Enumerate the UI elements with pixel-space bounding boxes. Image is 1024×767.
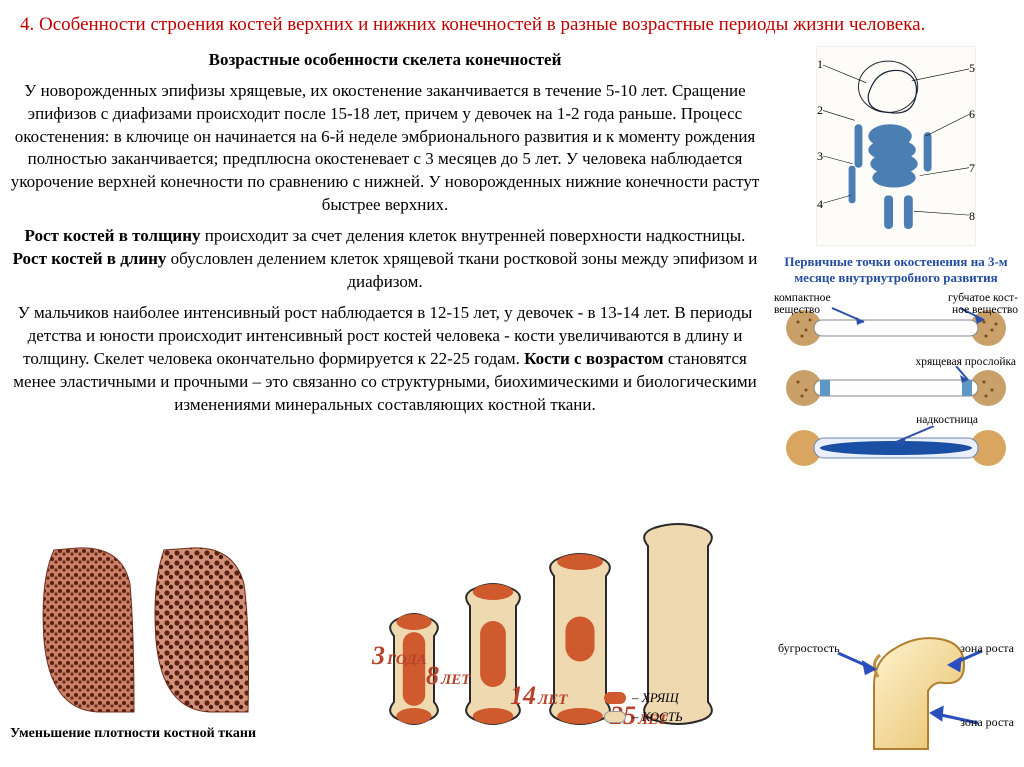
bone-row-1: компактноевещество губчатое кост-ное вещ… <box>774 306 1018 360</box>
paragraph-3: У мальчиков наиболее интенсивный рост на… <box>4 302 766 417</box>
label-spongy: губчатое кост-ное вещество <box>948 292 1018 316</box>
bone-growth-figure: 3ГОДА8ЛЕТ14ЛЕТ25ЛЕТ – ХРЯЩ – КОСТЬ <box>354 514 754 734</box>
subtitle: Возрастные особенности скелета конечност… <box>4 50 766 70</box>
label-compact: компактноевещество <box>774 292 831 316</box>
porous-caption: Уменьшение плотности костной ткани <box>10 726 290 742</box>
bone-svg-2 <box>784 366 1008 410</box>
paragraph-1: У новорожденных эпифизы хрящевые, их око… <box>4 80 766 218</box>
svg-text:8ЛЕТ: 8ЛЕТ <box>426 661 471 690</box>
p3-bold: Кости с возрастом <box>524 349 664 368</box>
fetus-num-2: 2 <box>817 103 823 118</box>
fetus-num-4: 4 <box>817 197 823 212</box>
label-zone-2: зона роста <box>960 715 1014 730</box>
label-periost: надкостница <box>916 414 978 426</box>
proximal-bone-figure: бугростость зона роста зона роста <box>778 621 1014 751</box>
page-heading: 4. Особенности строения костей верхних и… <box>0 0 1024 46</box>
p2-text-1: происходит за счет деления клеток внутре… <box>201 226 746 245</box>
bottom-area: Уменьшение плотности костной ткани 3ГОДА… <box>4 540 772 763</box>
fetus-figure: 1 2 3 4 5 6 7 8 Первичные точки окостене… <box>774 46 1018 287</box>
bone-svg-3 <box>784 426 1008 470</box>
bone-diagrams: компактноевещество губчатое кост-ное вещ… <box>774 306 1018 480</box>
bone-row-2: хрящевая прослойка <box>774 366 1018 420</box>
fetus-num-5: 5 <box>969 61 975 76</box>
p2-bold-2: Рост костей в длину <box>13 249 167 268</box>
p2-text-2: обусловлен делением клеток хрящевой ткан… <box>166 249 757 291</box>
label-cartilage: хрящевая прослойка <box>915 356 1016 368</box>
fetus-num-8: 8 <box>969 209 975 224</box>
fetus-illustration: 1 2 3 4 5 6 7 8 <box>816 46 976 246</box>
p2-bold-1: Рост костей в толщину <box>25 226 201 245</box>
fetus-num-1: 1 <box>817 57 823 72</box>
fetus-num-6: 6 <box>969 107 975 122</box>
label-bump: бугростость <box>778 641 840 656</box>
porous-bone-figure <box>34 540 274 716</box>
legend-bone: – КОСТЬ <box>632 709 683 725</box>
fetus-num-7: 7 <box>969 161 975 176</box>
growth-legend: – ХРЯЩ – КОСТЬ <box>604 690 683 728</box>
main-row: Возрастные особенности скелета конечност… <box>0 46 1024 487</box>
figure-column: 1 2 3 4 5 6 7 8 Первичные точки окостене… <box>774 46 1018 487</box>
label-zone-1: зона роста <box>960 641 1014 656</box>
paragraph-2: Рост костей в толщину происходит за счет… <box>4 225 766 294</box>
fetus-caption: Первичные точки окостенения на 3-м месяц… <box>774 254 1018 287</box>
text-column: Возрастные особенности скелета конечност… <box>4 46 774 487</box>
fetus-num-3: 3 <box>817 149 823 164</box>
bone-row-3: надкостница <box>774 426 1018 480</box>
legend-cart: – ХРЯЩ <box>632 690 679 706</box>
